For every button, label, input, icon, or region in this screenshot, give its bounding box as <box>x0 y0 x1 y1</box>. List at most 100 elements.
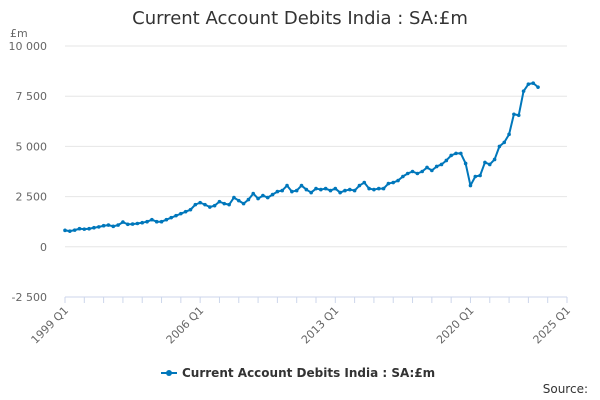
legend[interactable]: Current Account Debits India : SA:£m <box>161 366 435 380</box>
data-point[interactable] <box>169 215 173 220</box>
data-point[interactable] <box>140 220 145 225</box>
data-point[interactable] <box>449 153 453 158</box>
data-point[interactable] <box>256 196 260 201</box>
data-point[interactable] <box>415 171 420 176</box>
data-point[interactable] <box>492 157 497 162</box>
data-point[interactable] <box>121 220 125 224</box>
data-point[interactable] <box>63 228 67 233</box>
data-point[interactable] <box>217 199 222 204</box>
data-point[interactable] <box>179 211 183 216</box>
data-point[interactable] <box>526 82 531 86</box>
data-point[interactable] <box>101 223 106 228</box>
data-point[interactable] <box>314 186 318 191</box>
data-point[interactable] <box>319 187 323 192</box>
data-point[interactable] <box>483 160 487 165</box>
data-point[interactable] <box>430 168 434 173</box>
data-point[interactable] <box>246 197 251 202</box>
data-point[interactable] <box>130 222 135 226</box>
data-point[interactable] <box>405 171 410 176</box>
data-point[interactable] <box>125 222 130 227</box>
data-point[interactable] <box>68 229 72 233</box>
data-point[interactable] <box>265 195 270 200</box>
data-point[interactable] <box>333 186 338 191</box>
data-point[interactable] <box>444 158 449 163</box>
data-point[interactable] <box>478 173 482 178</box>
data-point[interactable] <box>174 213 178 218</box>
data-point[interactable] <box>275 189 280 194</box>
data-point[interactable] <box>309 190 313 195</box>
data-point[interactable] <box>473 174 478 179</box>
data-point[interactable] <box>347 187 352 192</box>
data-point[interactable] <box>183 209 188 214</box>
data-point[interactable] <box>536 85 540 89</box>
data-point[interactable] <box>323 186 328 191</box>
data-point[interactable] <box>135 221 140 226</box>
data-point[interactable] <box>236 198 241 203</box>
data-point[interactable] <box>459 151 463 156</box>
data-point[interactable] <box>222 201 227 206</box>
data-point[interactable] <box>72 228 77 232</box>
data-point[interactable] <box>145 219 149 224</box>
data-point[interactable] <box>454 151 458 156</box>
data-point[interactable] <box>487 162 492 167</box>
legend-series-label[interactable]: Current Account Debits India : SA:£m <box>182 366 435 380</box>
data-point[interactable] <box>232 195 236 200</box>
data-point[interactable] <box>420 169 424 174</box>
data-point[interactable] <box>338 190 342 195</box>
data-point[interactable] <box>357 183 362 188</box>
data-point[interactable] <box>362 180 367 185</box>
data-point[interactable] <box>106 223 111 227</box>
data-point[interactable] <box>391 180 396 185</box>
data-point[interactable] <box>116 223 120 227</box>
data-point[interactable] <box>159 219 164 224</box>
data-point[interactable] <box>439 162 444 167</box>
data-point[interactable] <box>208 205 212 209</box>
data-point[interactable] <box>203 202 207 207</box>
data-point[interactable] <box>328 188 333 193</box>
data-point[interactable] <box>164 217 169 222</box>
data-point[interactable] <box>261 193 265 198</box>
data-point[interactable] <box>386 181 391 186</box>
data-point[interactable] <box>512 112 516 117</box>
data-point[interactable] <box>96 225 101 229</box>
data-point[interactable] <box>497 144 502 149</box>
data-point[interactable] <box>521 89 526 93</box>
data-point[interactable] <box>376 186 381 191</box>
data-point[interactable] <box>516 113 521 118</box>
data-point[interactable] <box>280 188 285 193</box>
data-point[interactable] <box>290 189 294 194</box>
data-point[interactable] <box>285 183 289 188</box>
data-point[interactable] <box>343 188 347 193</box>
data-point[interactable] <box>367 186 371 191</box>
data-point[interactable] <box>401 174 405 179</box>
data-point[interactable] <box>251 191 256 196</box>
data-point[interactable] <box>502 140 507 145</box>
data-point[interactable] <box>381 186 386 191</box>
data-point[interactable] <box>507 132 511 137</box>
data-point[interactable] <box>227 202 231 207</box>
data-point[interactable] <box>396 178 400 183</box>
data-point[interactable] <box>193 202 198 207</box>
data-point[interactable] <box>87 226 91 231</box>
data-point[interactable] <box>434 164 439 169</box>
data-point[interactable] <box>468 183 473 188</box>
data-point[interactable] <box>372 187 376 192</box>
data-point[interactable] <box>150 217 154 222</box>
data-point[interactable] <box>92 225 96 230</box>
data-point[interactable] <box>270 192 275 197</box>
data-point[interactable] <box>410 169 415 174</box>
data-point[interactable] <box>241 201 246 206</box>
data-point[interactable] <box>212 203 217 208</box>
data-point[interactable] <box>188 207 193 212</box>
data-point[interactable] <box>294 188 299 193</box>
data-point[interactable] <box>82 227 87 231</box>
data-point[interactable] <box>531 81 536 85</box>
data-point[interactable] <box>198 200 202 205</box>
data-point[interactable] <box>77 226 82 231</box>
data-point[interactable] <box>463 161 468 166</box>
data-point[interactable] <box>299 183 304 188</box>
data-point[interactable] <box>304 187 309 192</box>
data-point[interactable] <box>111 224 116 229</box>
data-point[interactable] <box>154 219 159 224</box>
data-point[interactable] <box>352 188 357 193</box>
